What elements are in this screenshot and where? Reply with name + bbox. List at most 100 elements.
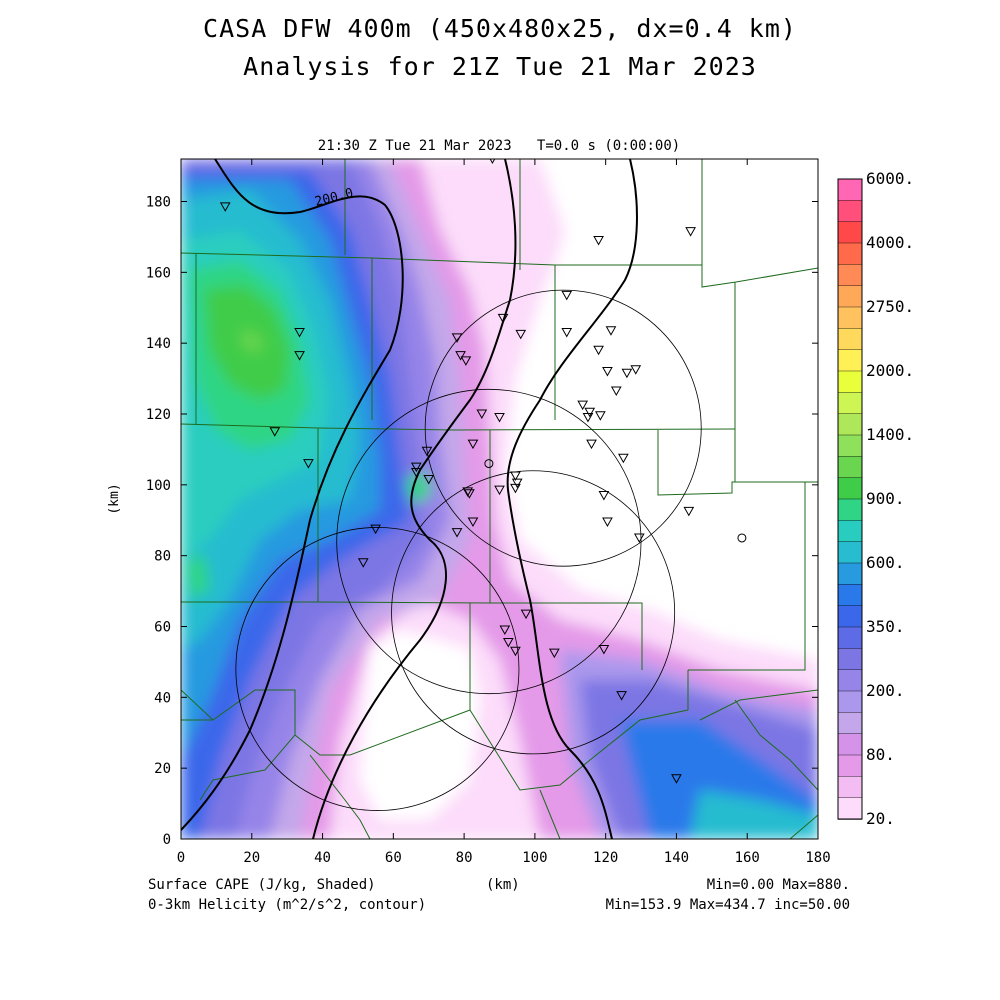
station-marker [294,351,305,361]
colorbar-swatch [837,754,863,778]
station-marker [598,645,610,655]
surface-stations [219,159,747,784]
plot-title-line2: Analysis for 21Z Tue 21 Mar 2023 [243,52,757,81]
colorbar: 6000. 4000. 2750. 2000. 1400. 900. 600. 350. 200… [837,169,914,828]
station-marker [685,227,696,237]
radar-ring [235,527,520,811]
colorbar-swatch [837,200,863,223]
footer-cape-minmax: Min=0.00 Max=880. [706,877,850,893]
colorbar-label: 350. [866,617,905,636]
colorbar-label: 6000. [866,169,914,188]
station-marker [502,637,514,648]
x-tick-label: 40 [314,850,331,866]
y-tick-label: 160 [146,265,171,281]
radar-ring [424,289,702,567]
station-marker [511,478,523,489]
station-marker [630,365,642,375]
colorbar-swatch [837,349,863,372]
station-marker [548,648,560,659]
colorbar-swatch [837,328,863,351]
y-tick-label: 20 [154,761,171,777]
x-tick-label: 180 [805,850,830,866]
station-marker [451,333,463,343]
colorbar-label: 2750. [866,297,914,316]
y-tick-label: 100 [146,478,171,494]
station-marker [582,413,594,423]
colorbar-label: 20. [866,809,895,828]
station-marker [510,471,521,481]
station-marker [577,400,589,411]
radar-range-rings [235,289,702,811]
station-marker [410,467,422,478]
colorbar-swatch [837,712,863,735]
colorbar-swatch [837,221,863,244]
colorbar-swatch [837,242,863,266]
y-axis: 0 20 40 60 80 100 120 140 160 180 [146,195,818,848]
footer-field-shaded: Surface CAPE (J/kg, Shaded) [148,877,376,893]
footer-helicity-minmax: Min=153.9 Max=434.7 inc=50.00 [605,897,850,913]
station-marker [357,558,369,568]
station-marker [410,462,422,473]
y-tick-label: 80 [154,549,171,565]
station-marker [303,459,314,469]
x-axis-label: (km) [486,877,520,893]
colorbar-swatch [837,669,863,692]
valid-time-label: 21:30 Z Tue 21 Mar 2023 T=0.0 s (0:00:00… [318,138,680,154]
x-tick-label: 80 [456,850,473,866]
station-marker [561,290,573,301]
station-marker [618,453,629,464]
colorbar-label: 600. [866,553,905,572]
x-tick-label: 100 [522,850,547,866]
station-marker [520,609,532,620]
station-marker [494,413,505,423]
station-marker [462,487,474,497]
y-tick-label: 40 [154,690,171,706]
cape-shading [181,159,818,839]
radar-site-marker [484,459,494,469]
station-marker [593,235,604,246]
station-marker [515,329,527,340]
y-axis-label: (km) [107,483,122,514]
colorbar-swatch [837,541,863,564]
colorbar-swatch [837,477,863,500]
station-marker [219,202,231,212]
station-marker [455,351,466,361]
station-marker [421,446,433,457]
y-tick-label: 180 [146,195,171,211]
station-marker [451,528,463,538]
colorbar-swatch [837,797,863,820]
radar-ring [391,470,676,755]
colorbar-frame [837,178,863,820]
colorbar-swatch [837,584,863,607]
station-marker [499,625,511,636]
station-marker [464,489,475,499]
x-tick-label: 0 [177,850,185,866]
station-marker [586,439,597,450]
station-marker [370,524,381,535]
station-marker [610,386,622,396]
station-marker [561,328,573,338]
station-marker [423,475,435,485]
station-marker [467,439,479,450]
colorbar-swatch [837,306,863,330]
station-marker [595,411,606,421]
colorbar-swatch [837,413,863,436]
footer-field-contour: 0-3km Helicity (m^2/s^2, contour) [148,897,427,913]
station-marker [683,506,695,517]
x-tick-label: 120 [593,850,618,866]
y-tick-label: 120 [146,407,171,423]
station-marker [593,345,604,356]
plot-title-line1: CASA DFW 400m (450x480x25, dx=0.4 km) [203,14,797,43]
colorbar-swatch [837,456,863,479]
colorbar-swatch [837,392,863,415]
colorbar-label: 4000. [866,233,914,252]
colorbar-swatch [837,776,863,799]
x-tick-label: 60 [385,850,402,866]
colorbar-swatch [837,733,863,756]
colorbar-swatch [837,498,863,522]
y-tick-label: 0 [163,832,171,848]
station-marker [467,517,479,528]
y-tick-label: 140 [146,336,171,352]
colorbar-label: 900. [866,489,905,508]
